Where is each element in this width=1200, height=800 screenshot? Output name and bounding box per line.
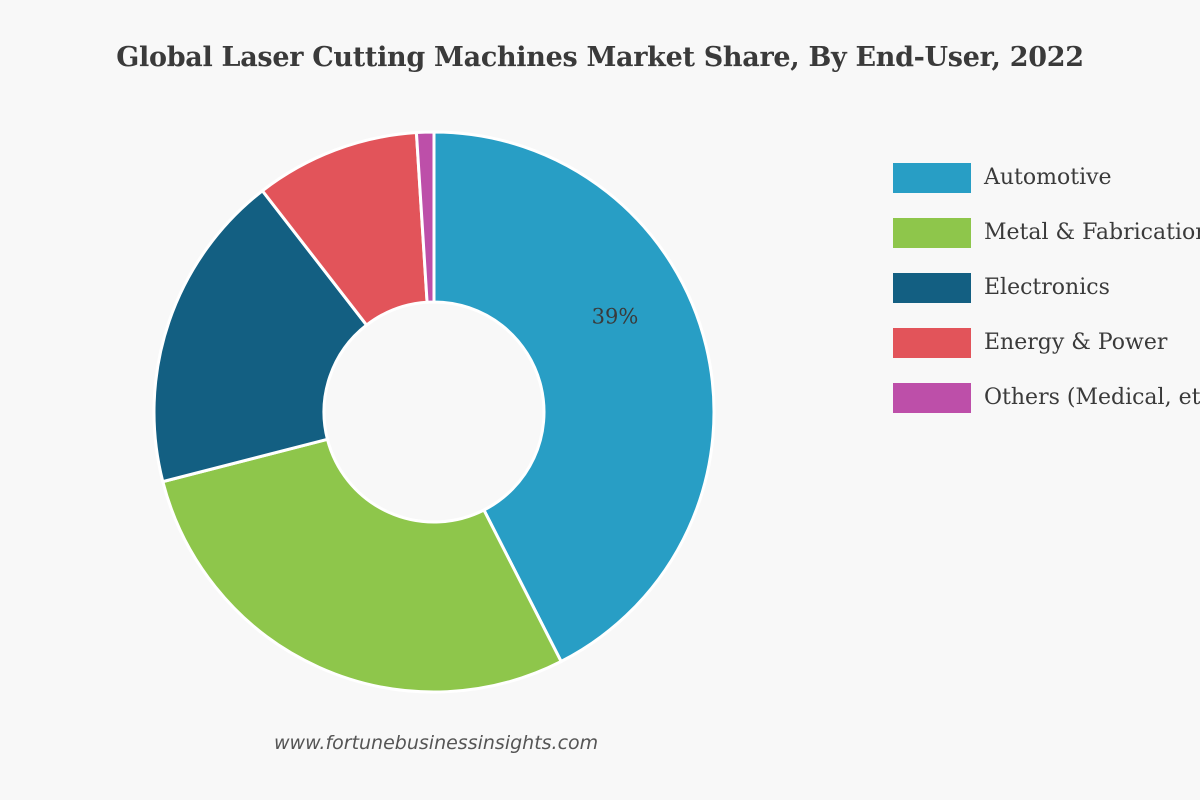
slice-others-medical-etc bbox=[414, 130, 436, 304]
legend-swatch bbox=[893, 272, 971, 303]
data-label: 39% bbox=[592, 304, 639, 328]
legend-swatch bbox=[893, 327, 971, 358]
slice-electronics bbox=[152, 188, 369, 484]
legend-item[interactable]: Electronics bbox=[893, 260, 1200, 315]
legend-item[interactable]: Energy & Power bbox=[893, 315, 1200, 370]
legend-item[interactable]: Metal & Fabrication bbox=[893, 205, 1200, 260]
legend-item[interactable]: Automotive bbox=[893, 150, 1200, 205]
legend: Automotive Metal & Fabrication Electronics… bbox=[893, 150, 1200, 425]
legend-label: Energy & Power bbox=[984, 330, 1168, 355]
chart-title: Global Laser Cutting Machines Market Sha… bbox=[116, 42, 1084, 73]
legend-label: Others (Medical, etc.) bbox=[984, 385, 1200, 410]
legend-swatch bbox=[893, 382, 971, 413]
legend-item[interactable]: Others (Medical, etc.) bbox=[893, 370, 1200, 425]
legend-swatch bbox=[893, 217, 971, 248]
slice-automotive bbox=[432, 130, 716, 664]
source-link[interactable]: www.fortunebusinessinsights.com bbox=[274, 732, 599, 754]
legend-label: Automotive bbox=[984, 165, 1112, 190]
slice-metal-fabrication bbox=[160, 437, 564, 694]
legend-label: Electronics bbox=[984, 275, 1110, 300]
legend-label: Metal & Fabrication bbox=[984, 220, 1200, 245]
legend-swatch bbox=[893, 162, 971, 193]
